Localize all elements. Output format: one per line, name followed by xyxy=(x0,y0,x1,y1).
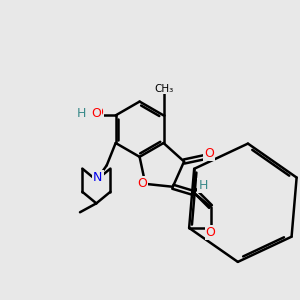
Text: O: O xyxy=(206,226,215,239)
Text: CH₃: CH₃ xyxy=(154,84,173,94)
Text: N: N xyxy=(93,171,103,184)
Text: O: O xyxy=(137,177,147,190)
Text: O: O xyxy=(93,106,103,119)
Text: O: O xyxy=(204,147,214,160)
Text: H: H xyxy=(75,106,85,119)
Text: H: H xyxy=(198,179,208,192)
Text: O: O xyxy=(92,107,101,120)
Text: H: H xyxy=(77,107,86,120)
